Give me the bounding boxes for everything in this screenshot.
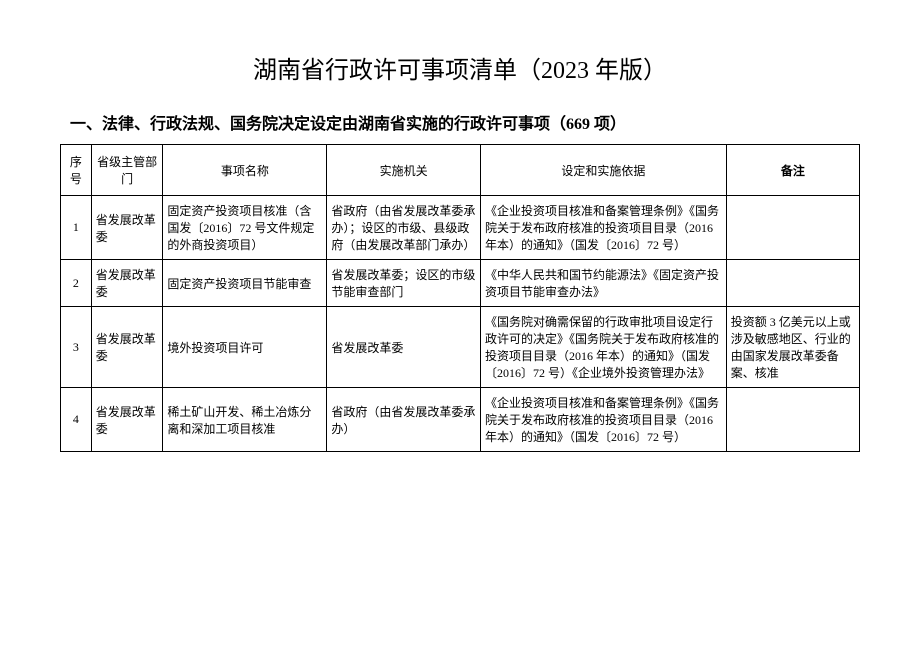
table-row: 4 省发展改革委 稀土矿山开发、稀土冶炼分离和深加工项目核准 省政府（由省发展改… <box>61 388 860 452</box>
header-seq: 序号 <box>61 145 92 196</box>
cell-dept: 省发展改革委 <box>91 196 163 260</box>
table-row: 2 省发展改革委 固定资产投资项目节能审查 省发展改革委；设区的市级节能审查部门… <box>61 260 860 307</box>
permit-table: 序号 省级主管部门 事项名称 实施机关 设定和实施依据 备注 1 省发展改革委 … <box>60 144 860 452</box>
cell-dept: 省发展改革委 <box>91 388 163 452</box>
cell-name: 固定资产投资项目节能审查 <box>163 260 327 307</box>
cell-basis: 《企业投资项目核准和备案管理条例》《国务院关于发布政府核准的投资项目目录（201… <box>480 388 726 452</box>
cell-remark <box>726 196 859 260</box>
cell-agency: 省发展改革委；设区的市级节能审查部门 <box>327 260 481 307</box>
cell-dept: 省发展改革委 <box>91 260 163 307</box>
header-name: 事项名称 <box>163 145 327 196</box>
cell-remark <box>726 388 859 452</box>
cell-basis: 《企业投资项目核准和备案管理条例》《国务院关于发布政府核准的投资项目目录（201… <box>480 196 726 260</box>
cell-basis: 《中华人民共和国节约能源法》《固定资产投资项目节能审查办法》 <box>480 260 726 307</box>
header-agency: 实施机关 <box>327 145 481 196</box>
cell-agency: 省政府（由省发展改革委承办） <box>327 388 481 452</box>
page-title: 湖南省行政许可事项清单（2023 年版） <box>60 50 860 85</box>
header-basis: 设定和实施依据 <box>480 145 726 196</box>
header-remark: 备注 <box>726 145 859 196</box>
cell-dept: 省发展改革委 <box>91 307 163 388</box>
cell-name: 境外投资项目许可 <box>163 307 327 388</box>
cell-remark <box>726 260 859 307</box>
cell-basis: 《国务院对确需保留的行政审批项目设定行政许可的决定》《国务院关于发布政府核准的投… <box>480 307 726 388</box>
section-subtitle: 一、法律、行政法规、国务院决定设定由湖南省实施的行政许可事项（669 项） <box>60 110 860 134</box>
table-row: 3 省发展改革委 境外投资项目许可 省发展改革委 《国务院对确需保留的行政审批项… <box>61 307 860 388</box>
cell-name: 固定资产投资项目核准（含国发〔2016〕72 号文件规定的外商投资项目） <box>163 196 327 260</box>
table-header-row: 序号 省级主管部门 事项名称 实施机关 设定和实施依据 备注 <box>61 145 860 196</box>
cell-seq: 2 <box>61 260 92 307</box>
header-dept: 省级主管部门 <box>91 145 163 196</box>
cell-remark: 投资额 3 亿美元以上或涉及敏感地区、行业的由国家发展改革委备案、核准 <box>726 307 859 388</box>
cell-seq: 1 <box>61 196 92 260</box>
cell-agency: 省发展改革委 <box>327 307 481 388</box>
cell-agency: 省政府（由省发展改革委承办）；设区的市级、县级政府（由发展改革部门承办） <box>327 196 481 260</box>
cell-seq: 3 <box>61 307 92 388</box>
cell-name: 稀土矿山开发、稀土冶炼分离和深加工项目核准 <box>163 388 327 452</box>
cell-seq: 4 <box>61 388 92 452</box>
table-row: 1 省发展改革委 固定资产投资项目核准（含国发〔2016〕72 号文件规定的外商… <box>61 196 860 260</box>
